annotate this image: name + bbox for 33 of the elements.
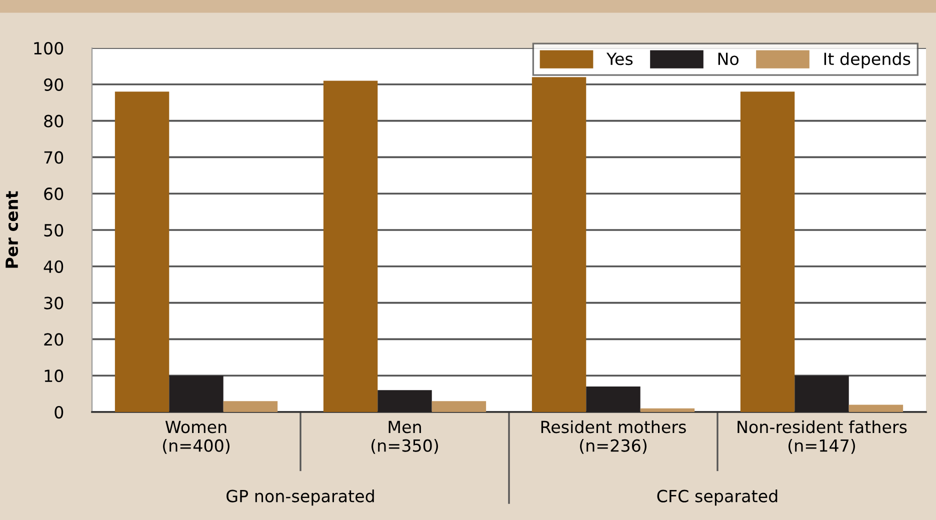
x-tick-label: Women (n=400) [163,420,230,454]
bar [740,92,795,412]
bar [378,390,432,412]
y-tick-label: 0 [54,406,64,419]
y-tick-label: 10 [44,370,64,382]
legend-label: It depends [824,52,910,68]
bar [586,386,640,412]
text: GP non-separated [226,489,374,506]
x-tick-label: Non-resident fathers (n=147) [738,420,907,454]
bar [223,401,278,412]
bar [848,404,904,412]
bar [532,77,586,412]
x-tick-label: Men (n=350) [372,420,438,454]
legend-label: Yes [606,52,633,66]
bar [323,80,378,412]
text: CFC separated [657,489,778,506]
y-tick-label: 70 [44,151,64,164]
y-axis-title: Per cent [6,191,18,268]
y-tick-label: 100 [34,42,64,55]
y-tick-label: 20 [44,333,64,346]
y-tick-label: 30 [44,296,64,310]
y-tick-label: 40 [44,260,64,273]
y-tick-label: 50 [44,224,64,237]
y-tick-label: 60 [44,188,64,200]
bar [114,92,170,412]
y-tick-label: 80 [44,114,64,128]
bar [169,376,224,412]
legend-label: No [718,52,739,66]
bar [432,401,486,412]
x-tick-label: Resident mothers (n=236) [541,420,686,454]
bar [640,408,695,412]
bar [794,376,849,412]
y-tick-label: 90 [44,78,64,91]
